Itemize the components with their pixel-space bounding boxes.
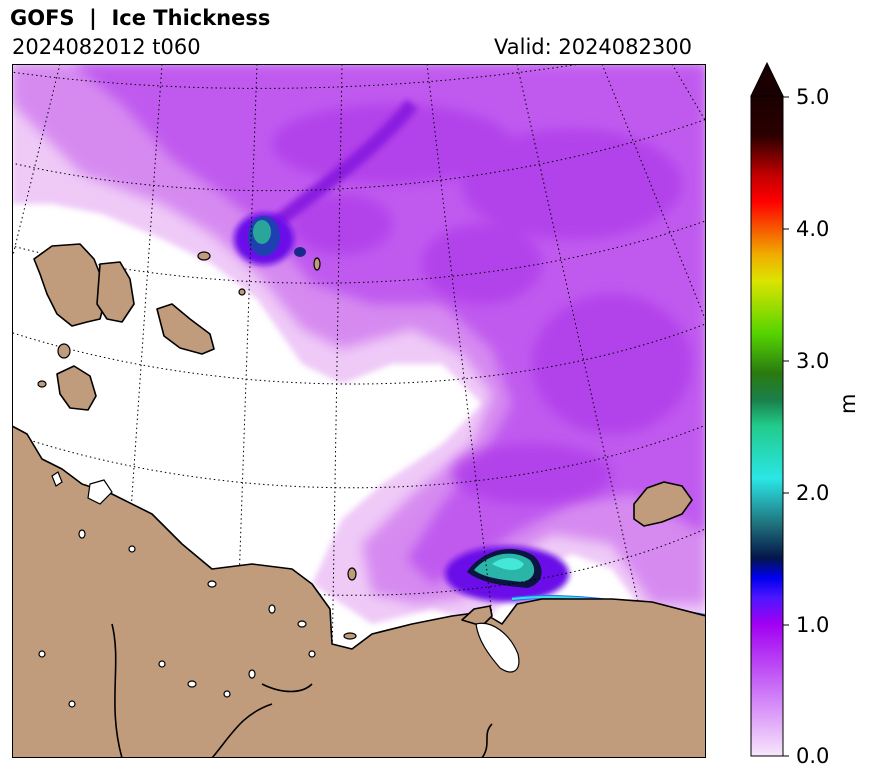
island-kolguev	[56, 365, 97, 411]
colorbar-tick-label: 2.0	[796, 481, 830, 505]
colorbar-extend-arrow	[750, 62, 784, 97]
thick-ice-blob-south	[445, 546, 569, 602]
valid-time-label: Valid: 2024082300	[494, 35, 692, 59]
lakes	[38, 471, 520, 708]
map-frame	[12, 64, 706, 758]
small-islands	[37, 251, 357, 640]
land-masses	[12, 243, 706, 758]
ice-texture	[272, 104, 692, 504]
ice-thickness-map	[12, 64, 706, 758]
rivers	[111, 623, 493, 758]
colorbar	[750, 62, 789, 757]
island-novaya-east	[156, 303, 215, 355]
colorbar-tick-label: 3.0	[796, 349, 830, 373]
colorbar-unit-label: m	[836, 393, 860, 414]
run-label: 2024082012 t060	[12, 35, 201, 59]
thick-ice-blob-north	[234, 213, 306, 265]
island-novaya-north	[33, 243, 105, 327]
island-novaya-mid	[96, 261, 135, 323]
colorbar-tick-label: 4.0	[796, 217, 830, 241]
colorbar-ticks	[783, 96, 789, 757]
colorbar-tick-label: 0.0	[796, 744, 830, 768]
map-title: GOFS | Ice Thickness	[10, 6, 271, 30]
colorbar-gradient	[750, 95, 784, 757]
island-east	[633, 481, 693, 527]
colorbar-tick-label: 1.0	[796, 613, 830, 637]
colorbar-tick-label: 5.0	[796, 85, 830, 109]
